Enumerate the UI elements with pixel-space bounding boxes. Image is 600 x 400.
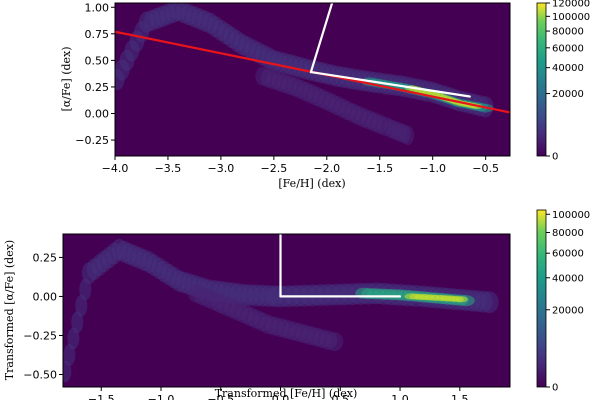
bottom-plot-frame [62,233,511,388]
bottom-panel: −1.5 −1.0 −0.5 0.0 0.5 1.0 1.5 −0.50 −0.25 0.00 0… [3,209,590,400]
y-tick-label: 0.50 [85,54,110,67]
top-panel: −4.0 −3.5 −3.0 −2.5 −2.0 −1.5 −1.0 −0.5 −0.25 0.… [60,0,590,190]
top-y-axis: −0.25 0.00 0.25 0.50 0.75 1.00 [75,1,115,147]
x-tick-label: −0.5 [472,162,499,175]
x-tick-label: −1.0 [419,162,446,175]
bottom-x-axis: −1.5 −1.0 −0.5 0.0 0.5 1.0 1.5 [88,387,469,400]
x-tick-label: −1.5 [366,162,393,175]
colorbar-tick-label: 100000 [552,210,590,221]
top-colorbar-gradient [536,2,547,157]
x-tick-label: −2.0 [313,162,340,175]
bottom-overlay-lines [279,234,402,298]
top-x-axis-label: [Fe/H] (dex) [278,177,345,190]
top-colorbar: 0 20000 40000 60000 80000 100000 120000 [536,0,590,163]
heatmap-cell [71,311,84,334]
y-tick-label: 0.00 [33,290,58,303]
top-colorbar-ticks: 0 20000 40000 60000 80000 100000 120000 [546,0,590,163]
y-tick-label: 0.25 [85,81,110,94]
white-fit-line [309,70,471,98]
x-tick-label: −4.0 [102,162,129,175]
y-tick-label: 1.00 [85,1,110,14]
top-plot-frame [114,2,511,157]
bottom-y-axis-label: Transformed [α/Fe] (dex) [3,240,16,380]
heatmap-cell [75,294,88,317]
x-tick-label: 1.5 [451,393,469,400]
colorbar-tick-label: 40000 [552,273,584,284]
heatmap-cell [63,344,76,366]
colorbar-tick-label: 0 [552,383,558,394]
y-tick-label: −0.25 [75,134,109,147]
colorbar-tick-label: 120000 [552,0,590,10]
bottom-x-axis-label: Transformed [Fe/H] (dex) [215,387,358,400]
white-fit-line [309,3,334,74]
x-tick-label: −1.0 [148,393,175,400]
x-tick-label: 1.0 [391,393,409,400]
heatmap-cell [402,125,414,146]
heatmap-cell [63,360,72,383]
colorbar-tick-label: 0 [552,152,558,163]
top-x-axis: −4.0 −3.5 −3.0 −2.5 −2.0 −1.5 −1.0 −0.5 [102,156,499,175]
colorbar-tick-label: 80000 [552,228,584,239]
y-tick-label: 0.00 [85,108,110,121]
colorbar-tick-label: 60000 [552,249,584,260]
colorbar-tick-label: 80000 [552,27,584,38]
x-tick-label: −3.0 [208,162,235,175]
heatmap-cell [325,332,344,352]
colorbar-tick-label: 20000 [552,305,584,316]
bottom-colorbar: 0 20000 40000 60000 80000 100000 [536,209,590,394]
y-tick-label: −0.25 [23,329,57,342]
y-tick-label: 0.75 [85,28,110,41]
heatmap-cell [480,291,499,314]
heatmap-cell [455,296,468,303]
bottom-y-axis: −0.50 −0.25 0.00 0.25 [23,251,63,382]
heatmap-cell [79,278,92,301]
colorbar-tick-label: 100000 [552,12,590,23]
heatmap-cell [67,327,80,350]
colorbar-tick-label: 20000 [552,89,584,100]
colorbar-tick-label: 40000 [552,63,584,74]
top-overlay-lines [115,3,510,114]
x-tick-label: 0.5 [332,393,350,400]
x-tick-label: −3.5 [155,162,182,175]
y-tick-label: 0.25 [33,251,58,264]
x-tick-label: −2.5 [260,162,287,175]
colorbar-tick-label: 60000 [552,43,584,54]
top-y-axis-label: [α/Fe] (dex) [60,46,73,111]
x-tick-label: 0.0 [272,393,290,400]
y-tick-label: −0.50 [23,369,57,382]
bottom-colorbar-ticks: 0 20000 40000 60000 80000 100000 [546,210,590,394]
x-tick-label: −0.5 [207,393,234,400]
bottom-colorbar-gradient [536,209,547,388]
x-tick-label: −1.5 [88,393,115,400]
bottom-heatmap [63,238,499,383]
